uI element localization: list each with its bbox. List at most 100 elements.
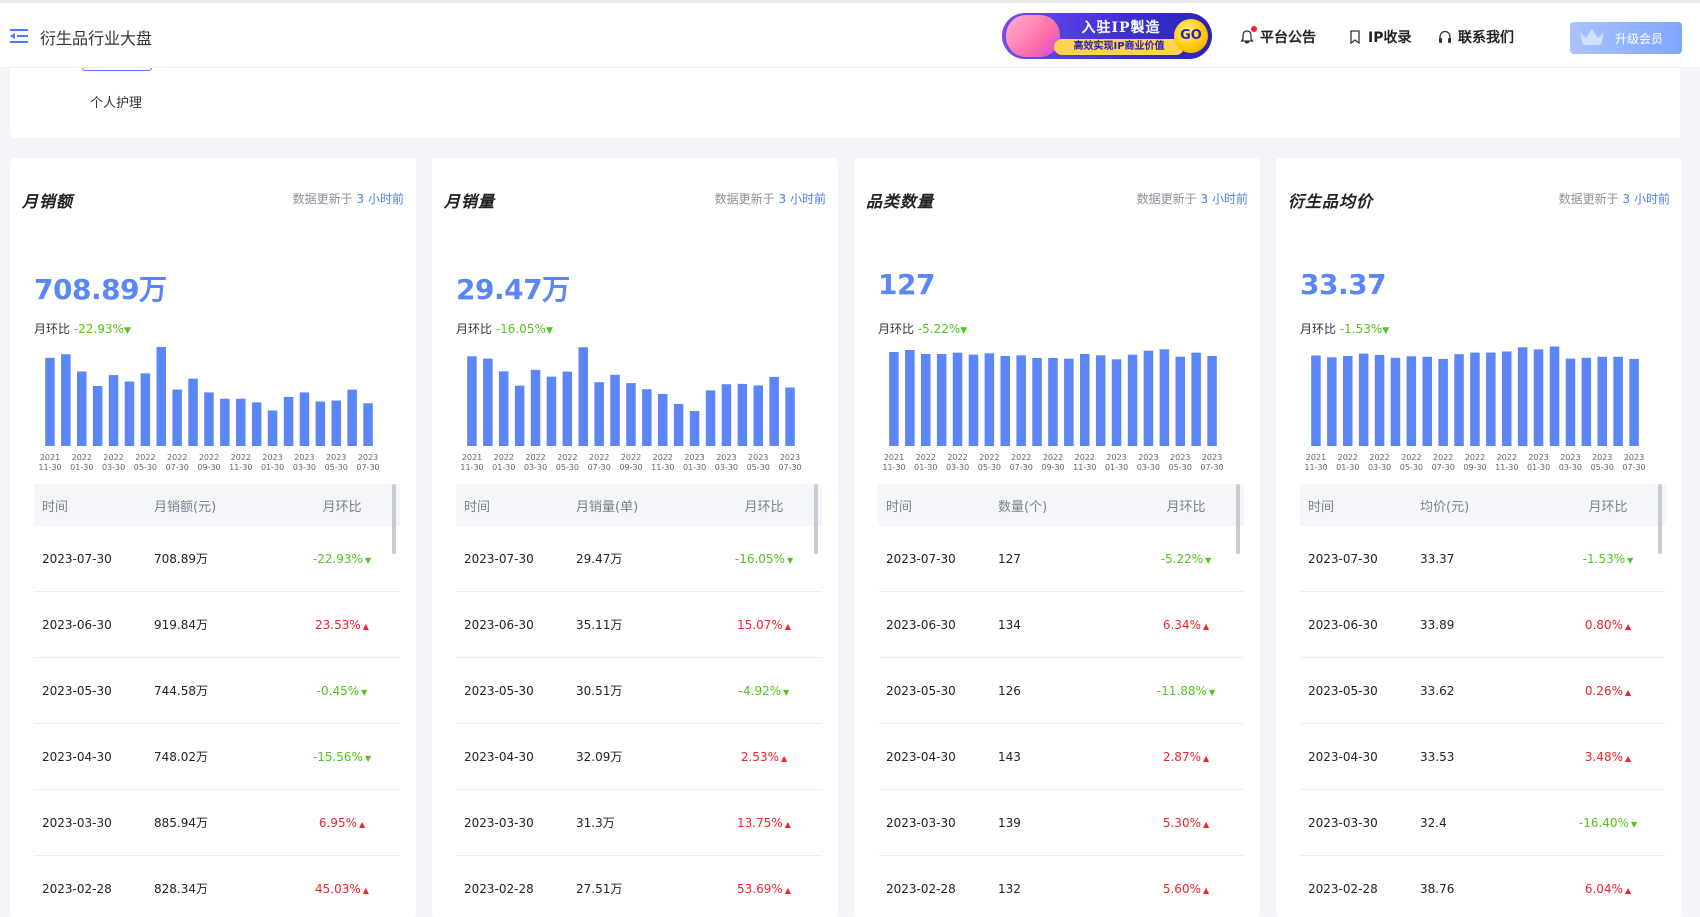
- chart-bar[interactable]: [1470, 352, 1480, 446]
- chart-bar[interactable]: [984, 353, 995, 446]
- chart-bar[interactable]: [1486, 352, 1496, 446]
- chart-bar[interactable]: [483, 358, 493, 446]
- chart-bar[interactable]: [936, 354, 947, 446]
- chart-bar[interactable]: [1533, 349, 1544, 446]
- chart-bar[interactable]: [315, 401, 326, 447]
- data-table[interactable]: 时间 数量(个) 月环比 2023-07-30 127 -5.22% ▼ 2023-06…: [878, 484, 1244, 917]
- chart-bar[interactable]: [1016, 355, 1026, 446]
- chart-bar[interactable]: [1549, 346, 1560, 447]
- chart-bar[interactable]: [77, 371, 87, 447]
- chart-bar[interactable]: [689, 411, 700, 446]
- chart-bar[interactable]: [673, 403, 684, 446]
- chart-bar[interactable]: [1390, 357, 1401, 446]
- data-table[interactable]: 时间 均价(元) 月环比 2023-07-30 33.37 -1.53% ▼ 2023-…: [1300, 484, 1666, 917]
- chart-bar[interactable]: [1111, 359, 1122, 446]
- chart-bar[interactable]: [546, 376, 557, 446]
- chart-bar[interactable]: [220, 398, 230, 446]
- chart-bar[interactable]: [785, 387, 795, 447]
- nav-ip-collection[interactable]: IP收录: [1348, 27, 1411, 47]
- table-scrollbar[interactable]: [814, 484, 818, 554]
- chart-bar[interactable]: [236, 398, 246, 446]
- chart-bar[interactable]: [594, 382, 604, 446]
- chart-bar[interactable]: [1629, 358, 1639, 446]
- chart-bar[interactable]: [1048, 358, 1058, 446]
- chart-bar[interactable]: [1207, 356, 1217, 446]
- chart-bar[interactable]: [769, 376, 779, 446]
- chart-bar[interactable]: [1080, 354, 1090, 446]
- chart-bar[interactable]: [1191, 352, 1201, 446]
- category-option-personal-care[interactable]: 个人护理: [90, 96, 143, 111]
- chart-bar[interactable]: [1406, 356, 1417, 446]
- chart-bar[interactable]: [705, 390, 716, 446]
- chart-bar[interactable]: [331, 400, 342, 447]
- table-scrollbar[interactable]: [1658, 484, 1662, 554]
- chart-bar[interactable]: [267, 410, 278, 447]
- chart-bar[interactable]: [172, 389, 182, 446]
- chart-bar[interactable]: [889, 352, 899, 446]
- chart-bar[interactable]: [1454, 354, 1464, 446]
- chart-bar[interactable]: [1613, 356, 1623, 446]
- chart-bar[interactable]: [1422, 356, 1433, 446]
- upgrade-membership-button[interactable]: 升级会员: [1570, 22, 1682, 54]
- chart-bar[interactable]: [1000, 356, 1011, 446]
- data-table[interactable]: 时间 月销额(元) 月环比 2023-07-30 708.89万 -22.93% ▼ 2…: [34, 484, 400, 917]
- chart-bar[interactable]: [156, 346, 167, 446]
- chart-bar[interactable]: [1374, 354, 1385, 446]
- banner-go-button[interactable]: GO: [1174, 19, 1208, 53]
- chart-bar[interactable]: [299, 392, 310, 446]
- chart-bar[interactable]: [188, 378, 198, 446]
- table-scrollbar[interactable]: [392, 484, 396, 554]
- chart-bar[interactable]: [1327, 357, 1337, 446]
- chart-bar[interactable]: [1358, 353, 1369, 446]
- chart-bar[interactable]: [92, 386, 103, 446]
- chart-bar[interactable]: [721, 384, 732, 446]
- nav-contact-us[interactable]: 联系我们: [1438, 27, 1514, 47]
- chart-bar[interactable]: [1517, 347, 1528, 446]
- chart-bar[interactable]: [1343, 356, 1353, 446]
- chart-bar[interactable]: [737, 383, 748, 446]
- chart-bar[interactable]: [467, 356, 477, 446]
- chart-bar[interactable]: [1159, 349, 1170, 446]
- chart-bar[interactable]: [1127, 354, 1138, 446]
- menu-fold-icon[interactable]: [10, 29, 28, 43]
- chart-bar[interactable]: [1175, 356, 1186, 446]
- chart-bar[interactable]: [251, 402, 262, 446]
- chart-bar[interactable]: [578, 347, 589, 446]
- chart-bar[interactable]: [753, 385, 764, 446]
- promo-banner[interactable]: 入驻IP製造 高效实现IP商业价值 GO: [1002, 13, 1212, 59]
- chart-bar[interactable]: [347, 389, 357, 446]
- chart-bar[interactable]: [1095, 355, 1106, 446]
- chart-bar[interactable]: [1438, 358, 1448, 446]
- chart-bar[interactable]: [642, 389, 652, 446]
- chart-bar[interactable]: [905, 350, 915, 446]
- chart-bar[interactable]: [61, 354, 71, 446]
- data-table[interactable]: 时间 月销量(单) 月环比 2023-07-30 29.47万 -16.05% ▼ 20…: [456, 484, 822, 917]
- chart-bar[interactable]: [1143, 350, 1154, 446]
- chart-bar[interactable]: [204, 392, 214, 446]
- chart-bar[interactable]: [952, 352, 963, 446]
- table-scrollbar[interactable]: [1236, 484, 1240, 554]
- chart-bar[interactable]: [626, 383, 636, 446]
- nav-announcements[interactable]: 平台公告: [1240, 26, 1316, 47]
- chart-bar[interactable]: [124, 381, 135, 447]
- chart-bar[interactable]: [658, 393, 668, 446]
- chart-bar[interactable]: [1581, 357, 1592, 446]
- chart-bar[interactable]: [514, 385, 525, 446]
- chart-bar[interactable]: [1064, 358, 1074, 446]
- chart-bar[interactable]: [530, 369, 541, 446]
- chart-bar[interactable]: [1311, 355, 1321, 447]
- chart-bar[interactable]: [45, 357, 55, 446]
- chart-bar[interactable]: [499, 371, 509, 446]
- chart-bar[interactable]: [968, 354, 979, 446]
- chart-bar[interactable]: [140, 373, 151, 446]
- chart-bar[interactable]: [610, 374, 620, 446]
- chart-bar[interactable]: [1565, 358, 1576, 446]
- chart-bar[interactable]: [921, 354, 931, 446]
- chart-bar[interactable]: [1502, 351, 1512, 447]
- chart-bar[interactable]: [1597, 356, 1608, 446]
- chart-bar[interactable]: [363, 403, 373, 446]
- chart-bar[interactable]: [108, 375, 119, 446]
- chart-bar[interactable]: [562, 371, 573, 446]
- chart-bar[interactable]: [1032, 358, 1042, 446]
- chart-bar[interactable]: [283, 396, 294, 446]
